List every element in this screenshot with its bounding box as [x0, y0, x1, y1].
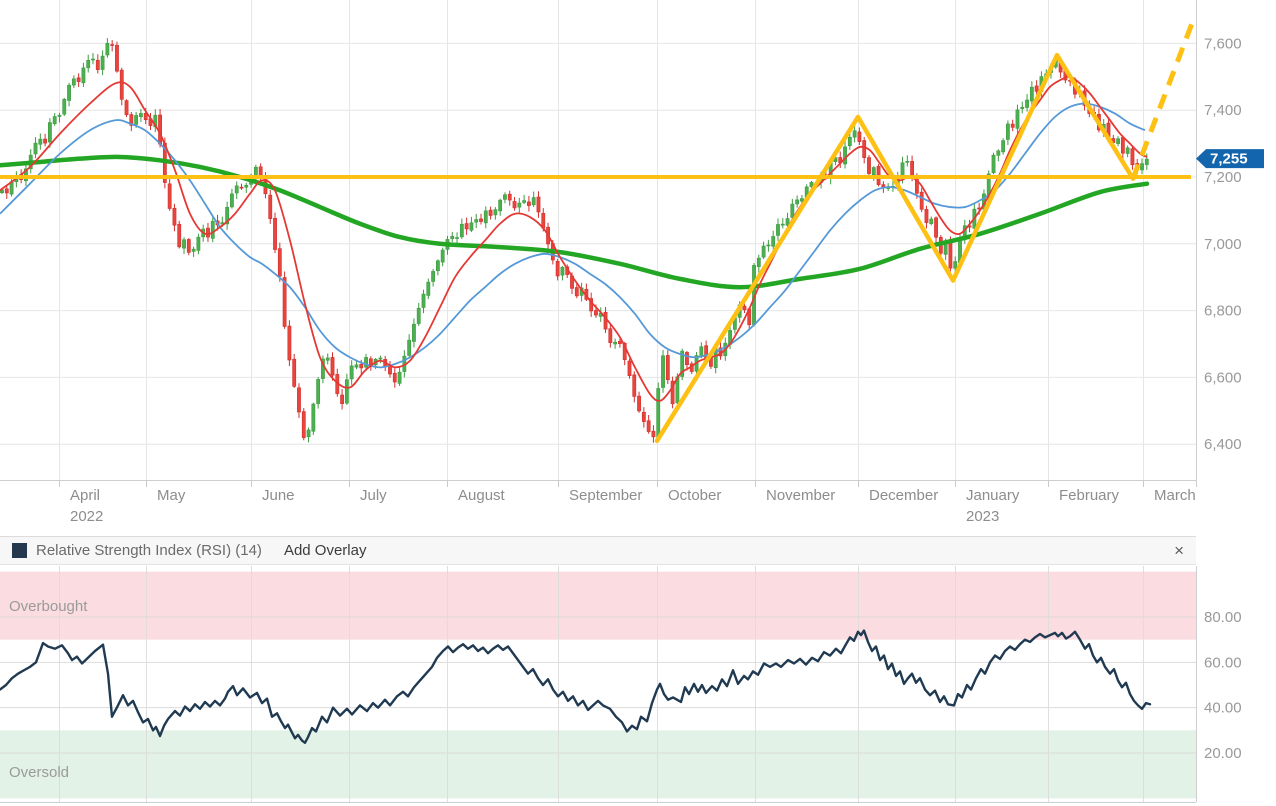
month-label: December: [869, 487, 938, 504]
rsi-legend-color-swatch: [12, 543, 27, 558]
last-price-tag: 7,255: [1196, 149, 1264, 169]
moving-averages: [0, 75, 1150, 402]
svg-text:6,800: 6,800: [1204, 303, 1242, 320]
svg-text:20.00: 20.00: [1204, 745, 1242, 762]
close-icon[interactable]: ×: [1174, 541, 1184, 560]
rsi-y-axis-labels: 80.00 60.00 40.00 20.00: [1204, 609, 1242, 762]
svg-text:6,600: 6,600: [1204, 369, 1242, 386]
fast-ma-line: [0, 75, 1148, 402]
oversold-label: Oversold: [9, 764, 69, 781]
slow-ma-line: [0, 154, 1150, 290]
month-label: September: [569, 487, 642, 504]
mid-ma-line: [0, 102, 1146, 369]
svg-text:7,000: 7,000: [1204, 236, 1242, 253]
year-label: 2023: [966, 508, 999, 525]
candlestick-series: [0, 38, 1149, 443]
month-label: January: [966, 487, 1020, 504]
svg-text:40.00: 40.00: [1204, 700, 1242, 717]
svg-text:60.00: 60.00: [1204, 654, 1242, 671]
month-label: July: [360, 487, 387, 504]
svg-text:6,400: 6,400: [1204, 436, 1242, 453]
month-label: November: [766, 487, 835, 504]
year-label: 2022: [70, 508, 103, 525]
svg-text:7,600: 7,600: [1204, 35, 1242, 52]
month-label: April: [70, 487, 100, 504]
projection-dashed-line: [1130, 22, 1195, 180]
overbought-zone: [0, 571, 1196, 640]
svg-text:7,200: 7,200: [1204, 169, 1242, 186]
month-label: March: [1154, 487, 1196, 504]
svg-text:7,400: 7,400: [1204, 102, 1242, 119]
rsi-line: [0, 629, 1152, 744]
price-x-axis-labels: April 2022 May June July August September Octob…: [59, 480, 1196, 525]
svg-text:7,255: 7,255: [1210, 151, 1248, 168]
svg-text:80.00: 80.00: [1204, 609, 1242, 626]
month-label: February: [1059, 487, 1120, 504]
add-overlay-button[interactable]: Add Overlay: [283, 542, 367, 559]
rsi-indicator-header: Relative Strength Index (RSI) (14) Add O…: [0, 536, 1196, 565]
oversold-zone: [0, 730, 1196, 799]
trend-annotations[interactable]: [0, 22, 1195, 444]
rsi-chart[interactable]: Overbought Oversold 80.00 60.00 40.00 20.00: [0, 566, 1276, 806]
month-label: August: [458, 487, 506, 504]
rsi-indicator-title: Relative Strength Index (RSI) (14): [36, 542, 262, 559]
month-label: May: [157, 487, 186, 504]
price-y-axis-labels: 7,600 7,400 7,200 7,000 6,800 6,600 6,400: [1204, 35, 1242, 453]
zigzag-trendline: [654, 52, 1136, 444]
month-label: June: [262, 487, 295, 504]
month-label: October: [668, 487, 721, 504]
overbought-label: Overbought: [9, 598, 88, 615]
price-chart[interactable]: 7,600 7,400 7,200 7,000 6,800 6,600 6,400 7,255…: [0, 0, 1276, 536]
